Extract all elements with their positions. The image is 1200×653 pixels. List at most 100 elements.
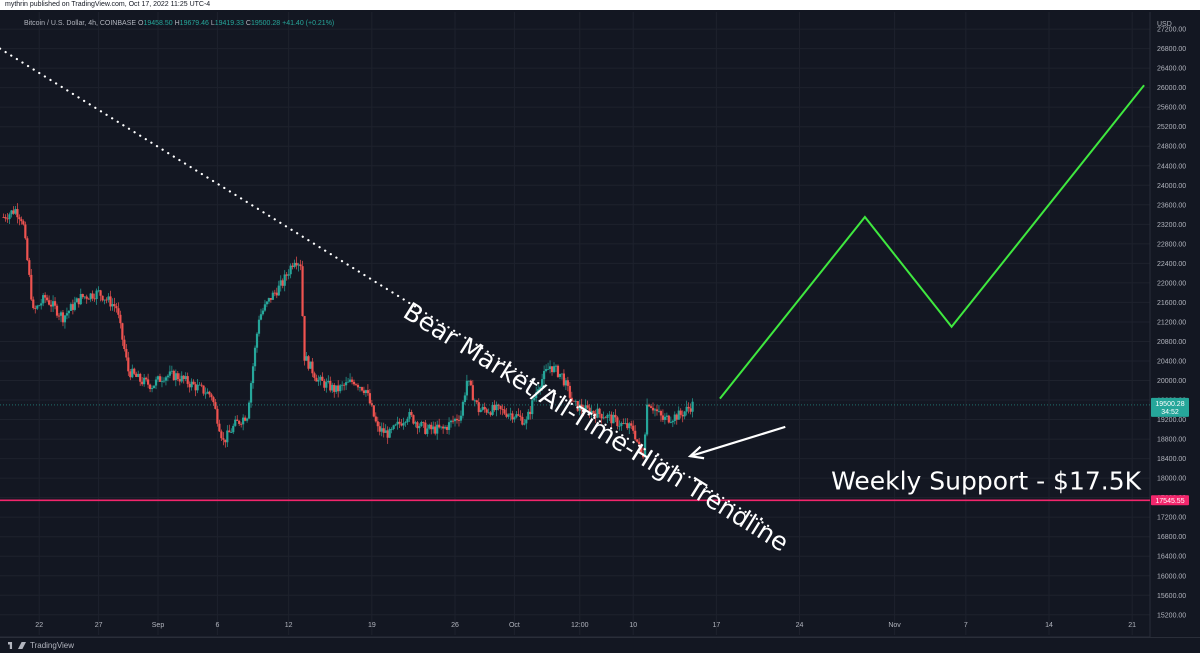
candle-up	[546, 369, 550, 370]
candle-up	[426, 428, 429, 434]
candle-up	[624, 423, 627, 424]
candle-down	[333, 384, 336, 392]
candle-down	[386, 430, 389, 438]
candle-down	[182, 375, 185, 380]
time-axis-tick-label: Nov	[888, 622, 901, 629]
candle-up	[111, 304, 114, 307]
candle-up	[645, 404, 649, 435]
candle-down	[626, 423, 629, 429]
candle-countdown-label: 34:52	[1161, 409, 1179, 416]
price-axis-tick-label: 16800.00	[1157, 534, 1186, 541]
candle-up	[180, 375, 183, 382]
weekly-support-annotation: Weekly Support - $17.5K	[831, 466, 1141, 495]
candle-up	[230, 432, 233, 433]
candle-up	[548, 366, 552, 370]
candle-up	[287, 274, 290, 276]
candle-up	[261, 310, 265, 315]
candle-up	[461, 401, 465, 416]
candle-down	[412, 415, 415, 424]
open-value: 19458.50	[143, 20, 173, 27]
candle-up	[465, 380, 468, 396]
candle-down	[222, 438, 225, 440]
candle-down	[281, 280, 284, 286]
close-value: 19500.28	[250, 20, 281, 27]
time-axis-tick-label: 10	[629, 622, 637, 629]
candle-up	[418, 425, 421, 429]
candle-down	[133, 368, 136, 374]
candle-up	[453, 418, 457, 422]
candle-down	[370, 403, 373, 406]
candle-down	[224, 439, 227, 443]
candle-up	[392, 425, 395, 429]
price-axis-tick-label: 22800.00	[1157, 241, 1186, 248]
candle-up	[242, 417, 245, 425]
candle-down	[115, 306, 118, 309]
time-axis-tick-label: 21	[1128, 622, 1136, 629]
time-axis-tick-label: 14	[1045, 622, 1053, 629]
candle-up	[137, 373, 140, 377]
candle-down	[30, 274, 33, 300]
candle-up	[590, 410, 593, 415]
candle-down	[91, 293, 94, 299]
price-axis-currency: USD	[1157, 21, 1172, 28]
candle-up	[608, 414, 611, 416]
candle-down	[451, 420, 455, 422]
candle-down	[655, 409, 659, 412]
time-axis-tick-label: 6	[215, 622, 219, 629]
candle-up	[67, 310, 71, 314]
candle-up	[449, 420, 453, 423]
candle-up	[606, 414, 609, 418]
candle-down	[493, 404, 496, 411]
candle-up	[509, 413, 512, 415]
candle-down	[148, 384, 152, 390]
candle-up	[543, 370, 546, 380]
candle-up	[420, 422, 423, 426]
candle-up	[523, 423, 526, 425]
candle-down	[321, 376, 324, 381]
candle-up	[170, 370, 173, 372]
candle-up	[251, 366, 255, 384]
candle-up	[131, 368, 134, 378]
price-axis-tick-label: 20800.00	[1157, 339, 1186, 346]
candle-up	[164, 377, 168, 381]
price-axis-tick-label: 15600.00	[1157, 593, 1186, 600]
high-label: H	[174, 20, 180, 27]
price-axis-tick-label: 23600.00	[1157, 202, 1186, 209]
candle-down	[610, 414, 613, 424]
candle-up	[584, 405, 587, 412]
candle-up	[683, 411, 686, 417]
candle-up	[384, 430, 387, 433]
candle-up	[345, 382, 348, 386]
candle-up	[436, 424, 439, 434]
price-axis-tick-label: 18800.00	[1157, 437, 1186, 444]
candle-up	[432, 426, 435, 430]
candle-down	[244, 417, 247, 421]
candle-down	[285, 274, 288, 276]
candle-up	[14, 209, 17, 214]
candle-up	[533, 398, 536, 401]
candle-down	[442, 426, 445, 429]
candle-up	[380, 428, 383, 432]
candle-down	[505, 413, 508, 417]
candle-up	[394, 424, 397, 426]
candle-up	[42, 295, 45, 304]
tradingview-logo[interactable]: TradingView	[8, 641, 74, 650]
candle-up	[232, 425, 235, 433]
candle-down	[362, 390, 366, 393]
price-axis-tick-label: 21200.00	[1157, 319, 1186, 326]
time-axis-tick-label: Oct	[509, 622, 520, 629]
candle-down	[586, 405, 589, 408]
candle-up	[539, 387, 542, 390]
candle-up	[691, 401, 694, 412]
candle-up	[65, 313, 69, 316]
candle-up	[515, 414, 518, 418]
price-axis-tick-label: 19200.00	[1157, 417, 1186, 424]
candle-up	[143, 377, 146, 385]
footer-bar: TradingView	[0, 637, 1200, 653]
candle-down	[576, 401, 579, 411]
candle-up	[168, 371, 171, 376]
candle-up	[305, 356, 308, 361]
candle-up	[541, 379, 544, 388]
candle-down	[354, 384, 358, 386]
